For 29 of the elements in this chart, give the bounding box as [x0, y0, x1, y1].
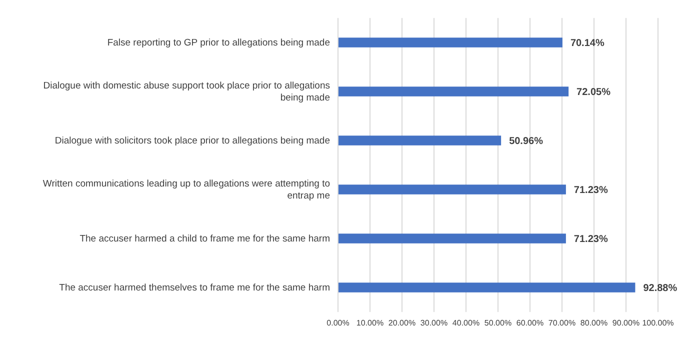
data-label: 70.14%: [570, 38, 604, 50]
bar: [338, 38, 562, 48]
x-tick-label: 40.00%: [452, 318, 480, 328]
bar: [338, 282, 636, 292]
y-tick-label: False reporting to GP prior to allegations being made: [107, 37, 330, 48]
data-label: 71.23%: [574, 234, 608, 246]
y-tick-label: Dialogue with domestic abuse support took place prior to allegations being made: [43, 80, 330, 104]
y-tick-label: The accuser harmed a child to frame me for the same harm: [80, 233, 330, 244]
y-tick-label: The accuser harmed themselves to frame me for the same harm: [59, 282, 330, 294]
data-label: 92.88%: [643, 283, 678, 294]
x-tick-label: 80.00%: [580, 318, 608, 328]
x-tick-label: 60.00%: [516, 318, 544, 328]
bar: [338, 136, 502, 146]
x-tick-label: 100.00%: [642, 318, 674, 328]
data-label: 50.96%: [509, 136, 544, 148]
bar: [338, 184, 566, 194]
bar: [338, 86, 569, 96]
x-tick-label: 90.00%: [612, 318, 640, 328]
x-tick-label: 20.00%: [388, 318, 416, 328]
bar: [338, 234, 566, 244]
y-tick-label: Written communications leading up to allegations were attempting to entrap me: [42, 178, 330, 202]
x-tick-label: 30.00%: [420, 318, 448, 328]
x-tick-label: 50.00%: [484, 318, 512, 328]
x-tick-label: 10.00%: [356, 318, 384, 328]
data-label: 71.23%: [574, 185, 608, 196]
x-tick-label: 70.00%: [548, 318, 576, 328]
x-tick-label: 0.00%: [326, 318, 350, 328]
data-label: 72.05%: [576, 87, 611, 98]
y-tick-label: Dialogue with solicitors took place prior to allegations being made: [54, 135, 330, 146]
